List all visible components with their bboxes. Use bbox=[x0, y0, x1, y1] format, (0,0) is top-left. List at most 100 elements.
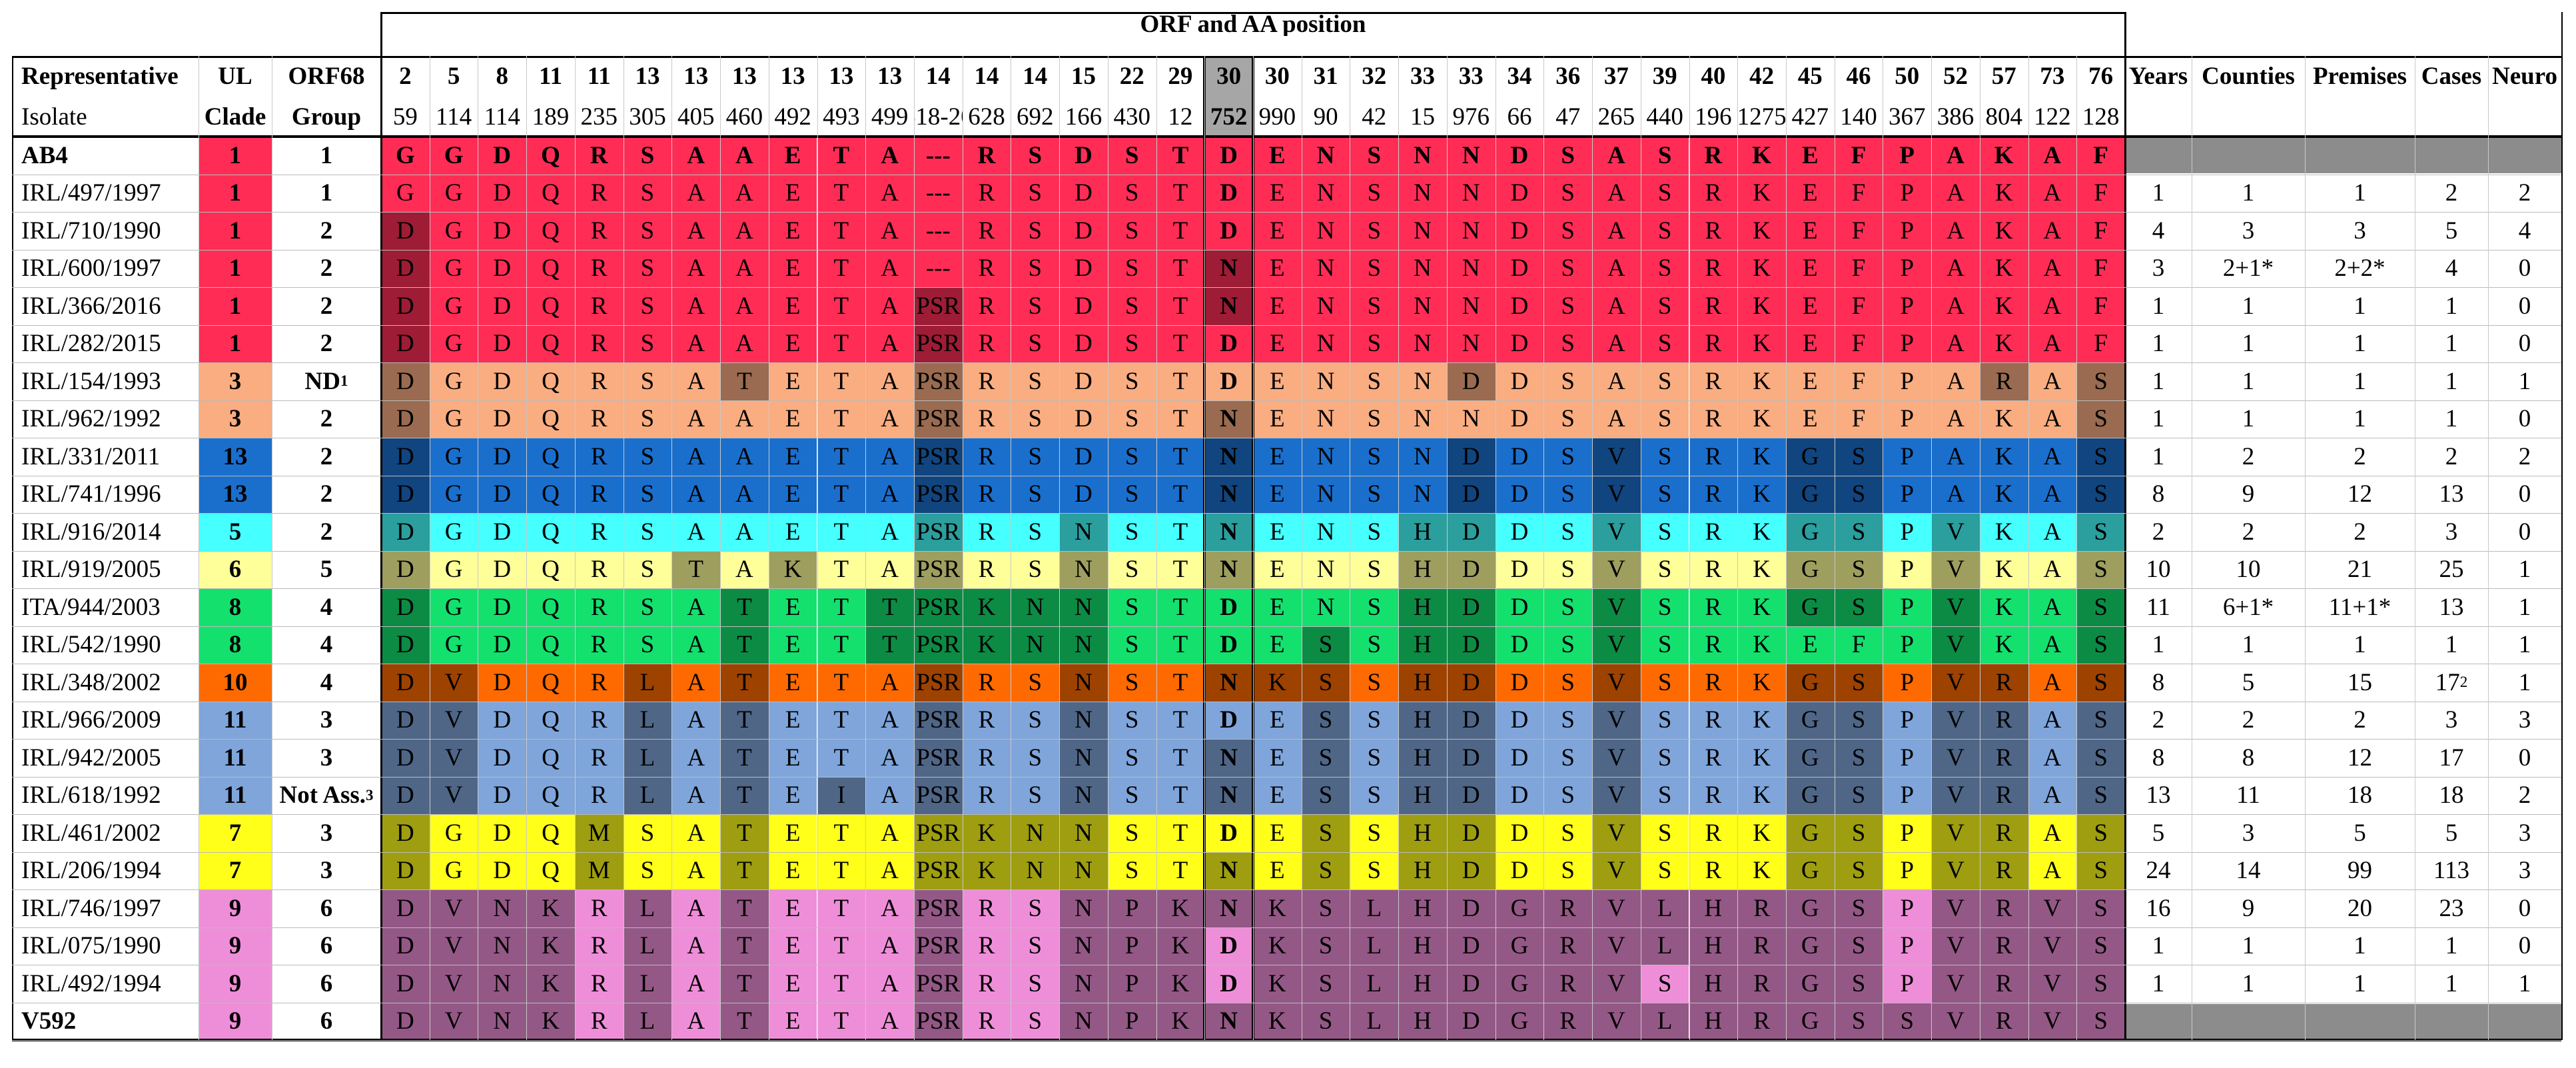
orf68-group: 6 bbox=[320, 1007, 333, 1035]
aa-position: 265 bbox=[1597, 103, 1635, 131]
aa-position: 128 bbox=[2082, 103, 2120, 131]
aa-cell: N bbox=[1059, 513, 1108, 551]
neuro-value: 0 bbox=[2518, 292, 2531, 320]
aa-cell: N bbox=[1059, 965, 1108, 1003]
aa-cell: K bbox=[526, 1002, 575, 1040]
aa-cell: T bbox=[817, 664, 866, 702]
counties-value: 11 bbox=[2236, 782, 2260, 809]
aa-cell: T bbox=[1156, 400, 1205, 438]
cases-value: 3 bbox=[2445, 706, 2458, 734]
aa-cell: E bbox=[1785, 626, 1835, 664]
cases-value: 13 bbox=[2439, 480, 2464, 508]
aa-cell: S bbox=[1543, 513, 1593, 551]
cases-value: 18 bbox=[2439, 782, 2464, 809]
clade-number: 3 bbox=[199, 400, 272, 438]
aa-cell: V bbox=[1592, 475, 1641, 513]
aa-cell: S bbox=[1011, 362, 1060, 400]
aa-cell: N bbox=[1398, 475, 1447, 513]
aa-cell: D bbox=[1495, 249, 1544, 287]
years-value: 16 bbox=[2146, 894, 2171, 922]
aa-cell: S bbox=[1640, 626, 1689, 664]
aa-position: 15 bbox=[1410, 103, 1436, 131]
years-value: 8 bbox=[2152, 668, 2165, 696]
isolate-name: IRL/600/1997 bbox=[21, 255, 161, 282]
aa-cell: V bbox=[1931, 776, 1980, 814]
aa-cell: N bbox=[1204, 1002, 1253, 1040]
aa-cell: A bbox=[1931, 137, 1980, 175]
years-value: 2 bbox=[2152, 706, 2165, 734]
aa-cell: L bbox=[1350, 965, 1399, 1003]
aa-cell: N bbox=[1301, 324, 1350, 362]
aa-cell: S bbox=[1350, 851, 1399, 889]
aa-cell: PSR bbox=[913, 927, 963, 965]
group-label: Group bbox=[291, 103, 362, 131]
aa-cell: H bbox=[1398, 664, 1447, 702]
aa-cell: E bbox=[768, 438, 817, 476]
aa-cell: S bbox=[623, 212, 672, 250]
aa-cell: D bbox=[1495, 588, 1544, 626]
aa-cell: A bbox=[2028, 739, 2077, 777]
aa-cell: D bbox=[1495, 287, 1544, 325]
aa-cell: N bbox=[1446, 324, 1496, 362]
aa-cell: T bbox=[720, 701, 769, 739]
aa-cell: S bbox=[1350, 438, 1399, 476]
aa-cell: A bbox=[2028, 249, 2077, 287]
aa-position: 460 bbox=[725, 103, 763, 131]
aa-cell: D bbox=[381, 965, 430, 1003]
aa-position: 90 bbox=[1313, 103, 1338, 131]
aa-cell: S bbox=[1834, 1002, 1883, 1040]
aa-cell: T bbox=[1156, 814, 1205, 852]
aa-cell: D bbox=[1204, 965, 1253, 1003]
aa-cell: R bbox=[1543, 965, 1593, 1003]
aa-cell: V bbox=[1592, 851, 1641, 889]
counties-value: 2 bbox=[2242, 706, 2255, 734]
orf-number: 73 bbox=[2040, 63, 2065, 90]
title-top-line bbox=[381, 12, 2125, 14]
cases-value: 113 bbox=[2433, 857, 2470, 885]
aa-cell: K bbox=[1156, 965, 1205, 1003]
aa-cell: S bbox=[1350, 362, 1399, 400]
aa-cell: F bbox=[1834, 362, 1883, 400]
neuro-value: 1 bbox=[2518, 367, 2531, 395]
counties-value: 1 bbox=[2242, 292, 2255, 320]
aa-cell: T bbox=[720, 362, 769, 400]
aa-cell: A bbox=[1592, 400, 1641, 438]
aa-cell: N bbox=[1059, 588, 1108, 626]
aa-cell: A bbox=[2028, 701, 2077, 739]
premises-value: 1 bbox=[2354, 405, 2366, 433]
aa-cell: D bbox=[381, 362, 430, 400]
aa-cell: S bbox=[623, 626, 672, 664]
aa-cell: E bbox=[1253, 776, 1302, 814]
aa-cell: A bbox=[1592, 212, 1641, 250]
cases-value: 23 bbox=[2439, 894, 2464, 922]
aa-cell: R bbox=[962, 287, 1011, 325]
aa-cell: P bbox=[1883, 438, 1932, 476]
aa-cell: T bbox=[817, 513, 866, 551]
aa-cell: G bbox=[429, 249, 478, 287]
aa-cell: L bbox=[1350, 1002, 1399, 1040]
blank-stat-cell bbox=[2125, 1003, 2192, 1039]
aa-cell: A bbox=[865, 851, 914, 889]
aa-cell: L bbox=[1350, 927, 1399, 965]
orf68-group: 2 bbox=[320, 330, 333, 358]
aa-cell: D bbox=[1495, 137, 1544, 175]
aa-cell: S bbox=[1107, 550, 1156, 588]
aa-cell: S bbox=[1350, 475, 1399, 513]
aa-cell: E bbox=[768, 400, 817, 438]
right-border bbox=[2561, 12, 2563, 1040]
aa-cell: S bbox=[1350, 287, 1399, 325]
aa-cell: N bbox=[1301, 212, 1350, 250]
aa-cell: D bbox=[478, 324, 527, 362]
blank-stat-cell bbox=[2305, 138, 2415, 173]
clade-number: 8 bbox=[199, 588, 272, 626]
isolate-name: IRL/366/2016 bbox=[21, 292, 161, 320]
aa-cell: S bbox=[1543, 701, 1593, 739]
aa-cell: F bbox=[1834, 626, 1883, 664]
aa-cell: A bbox=[720, 324, 769, 362]
isolate-label: Isolate bbox=[21, 103, 87, 131]
aa-cell: PSR bbox=[913, 1002, 963, 1040]
aa-cell: S bbox=[1011, 513, 1060, 551]
aa-cell: A bbox=[2028, 851, 2077, 889]
aa-cell: V bbox=[1931, 664, 1980, 702]
aa-cell: Q bbox=[526, 400, 575, 438]
